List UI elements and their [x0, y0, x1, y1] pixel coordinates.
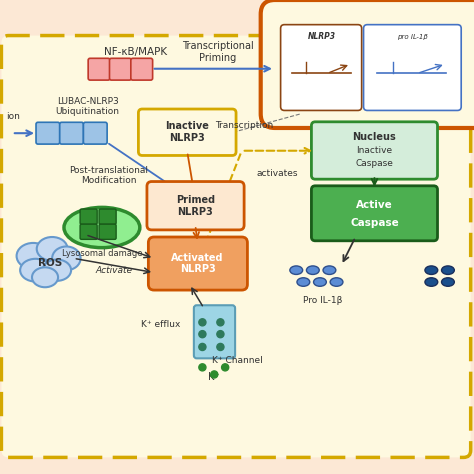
- Ellipse shape: [32, 267, 58, 287]
- FancyBboxPatch shape: [109, 58, 131, 80]
- Ellipse shape: [314, 278, 326, 286]
- Text: Inactive
NLRP3: Inactive NLRP3: [165, 121, 209, 143]
- Text: Primed
NLRP3: Primed NLRP3: [176, 195, 215, 217]
- Text: Pro IL-1β: Pro IL-1β: [302, 297, 342, 305]
- FancyBboxPatch shape: [99, 224, 116, 239]
- Ellipse shape: [306, 266, 319, 274]
- FancyBboxPatch shape: [60, 122, 83, 144]
- Text: ROS: ROS: [37, 258, 62, 268]
- Text: pro IL-1β: pro IL-1β: [397, 34, 428, 40]
- Ellipse shape: [323, 266, 336, 274]
- FancyBboxPatch shape: [364, 25, 461, 110]
- Text: Caspase: Caspase: [350, 218, 399, 228]
- Ellipse shape: [297, 278, 310, 286]
- Ellipse shape: [441, 266, 454, 274]
- Text: Caspase: Caspase: [356, 159, 393, 168]
- FancyBboxPatch shape: [311, 186, 438, 241]
- FancyBboxPatch shape: [147, 182, 244, 230]
- Text: LUBAC-NLRP3
Ubiquitination: LUBAC-NLRP3 Ubiquitination: [55, 97, 120, 116]
- FancyBboxPatch shape: [281, 25, 362, 110]
- Ellipse shape: [425, 278, 438, 286]
- Ellipse shape: [37, 237, 68, 261]
- Circle shape: [222, 364, 229, 371]
- Circle shape: [199, 343, 206, 351]
- Text: Nucleus: Nucleus: [353, 131, 396, 142]
- Circle shape: [217, 343, 224, 351]
- Text: Transcription: Transcription: [215, 121, 273, 130]
- Circle shape: [217, 331, 224, 337]
- Text: NLRP3: NLRP3: [307, 33, 336, 41]
- Text: Transcriptional
Priming: Transcriptional Priming: [182, 41, 254, 63]
- FancyBboxPatch shape: [80, 209, 97, 224]
- Circle shape: [199, 319, 206, 326]
- FancyBboxPatch shape: [261, 0, 474, 128]
- Text: K⁺ Channel: K⁺ Channel: [211, 356, 263, 365]
- Ellipse shape: [425, 266, 438, 274]
- Text: Post-translational
Modification: Post-translational Modification: [70, 166, 148, 185]
- Ellipse shape: [290, 266, 303, 274]
- FancyBboxPatch shape: [88, 58, 110, 80]
- FancyBboxPatch shape: [99, 209, 116, 224]
- Circle shape: [210, 371, 218, 378]
- Text: Inactive: Inactive: [356, 146, 392, 155]
- FancyBboxPatch shape: [148, 237, 247, 290]
- Text: Activate: Activate: [95, 266, 132, 274]
- Ellipse shape: [330, 278, 343, 286]
- FancyBboxPatch shape: [311, 122, 438, 179]
- Text: ion: ion: [6, 112, 19, 120]
- FancyBboxPatch shape: [131, 58, 153, 80]
- FancyBboxPatch shape: [80, 224, 97, 239]
- FancyBboxPatch shape: [36, 122, 60, 144]
- Circle shape: [199, 364, 206, 371]
- FancyBboxPatch shape: [1, 36, 471, 457]
- Ellipse shape: [441, 278, 454, 286]
- Text: Lysosomal damage: Lysosomal damage: [62, 249, 142, 258]
- Ellipse shape: [20, 259, 51, 282]
- Text: NF-κB/MAPK: NF-κB/MAPK: [103, 47, 167, 57]
- Ellipse shape: [43, 260, 71, 281]
- Text: activates: activates: [256, 169, 298, 177]
- FancyBboxPatch shape: [83, 122, 107, 144]
- Circle shape: [199, 331, 206, 337]
- Text: Active: Active: [356, 200, 393, 210]
- Ellipse shape: [17, 243, 50, 269]
- FancyBboxPatch shape: [194, 305, 235, 358]
- Text: K⁺: K⁺: [209, 372, 220, 382]
- Ellipse shape: [52, 246, 81, 270]
- Circle shape: [217, 319, 224, 326]
- Text: Activated
NLRP3: Activated NLRP3: [172, 253, 224, 274]
- Ellipse shape: [64, 207, 140, 247]
- FancyBboxPatch shape: [138, 109, 236, 155]
- Text: K⁺ efflux: K⁺ efflux: [141, 320, 181, 329]
